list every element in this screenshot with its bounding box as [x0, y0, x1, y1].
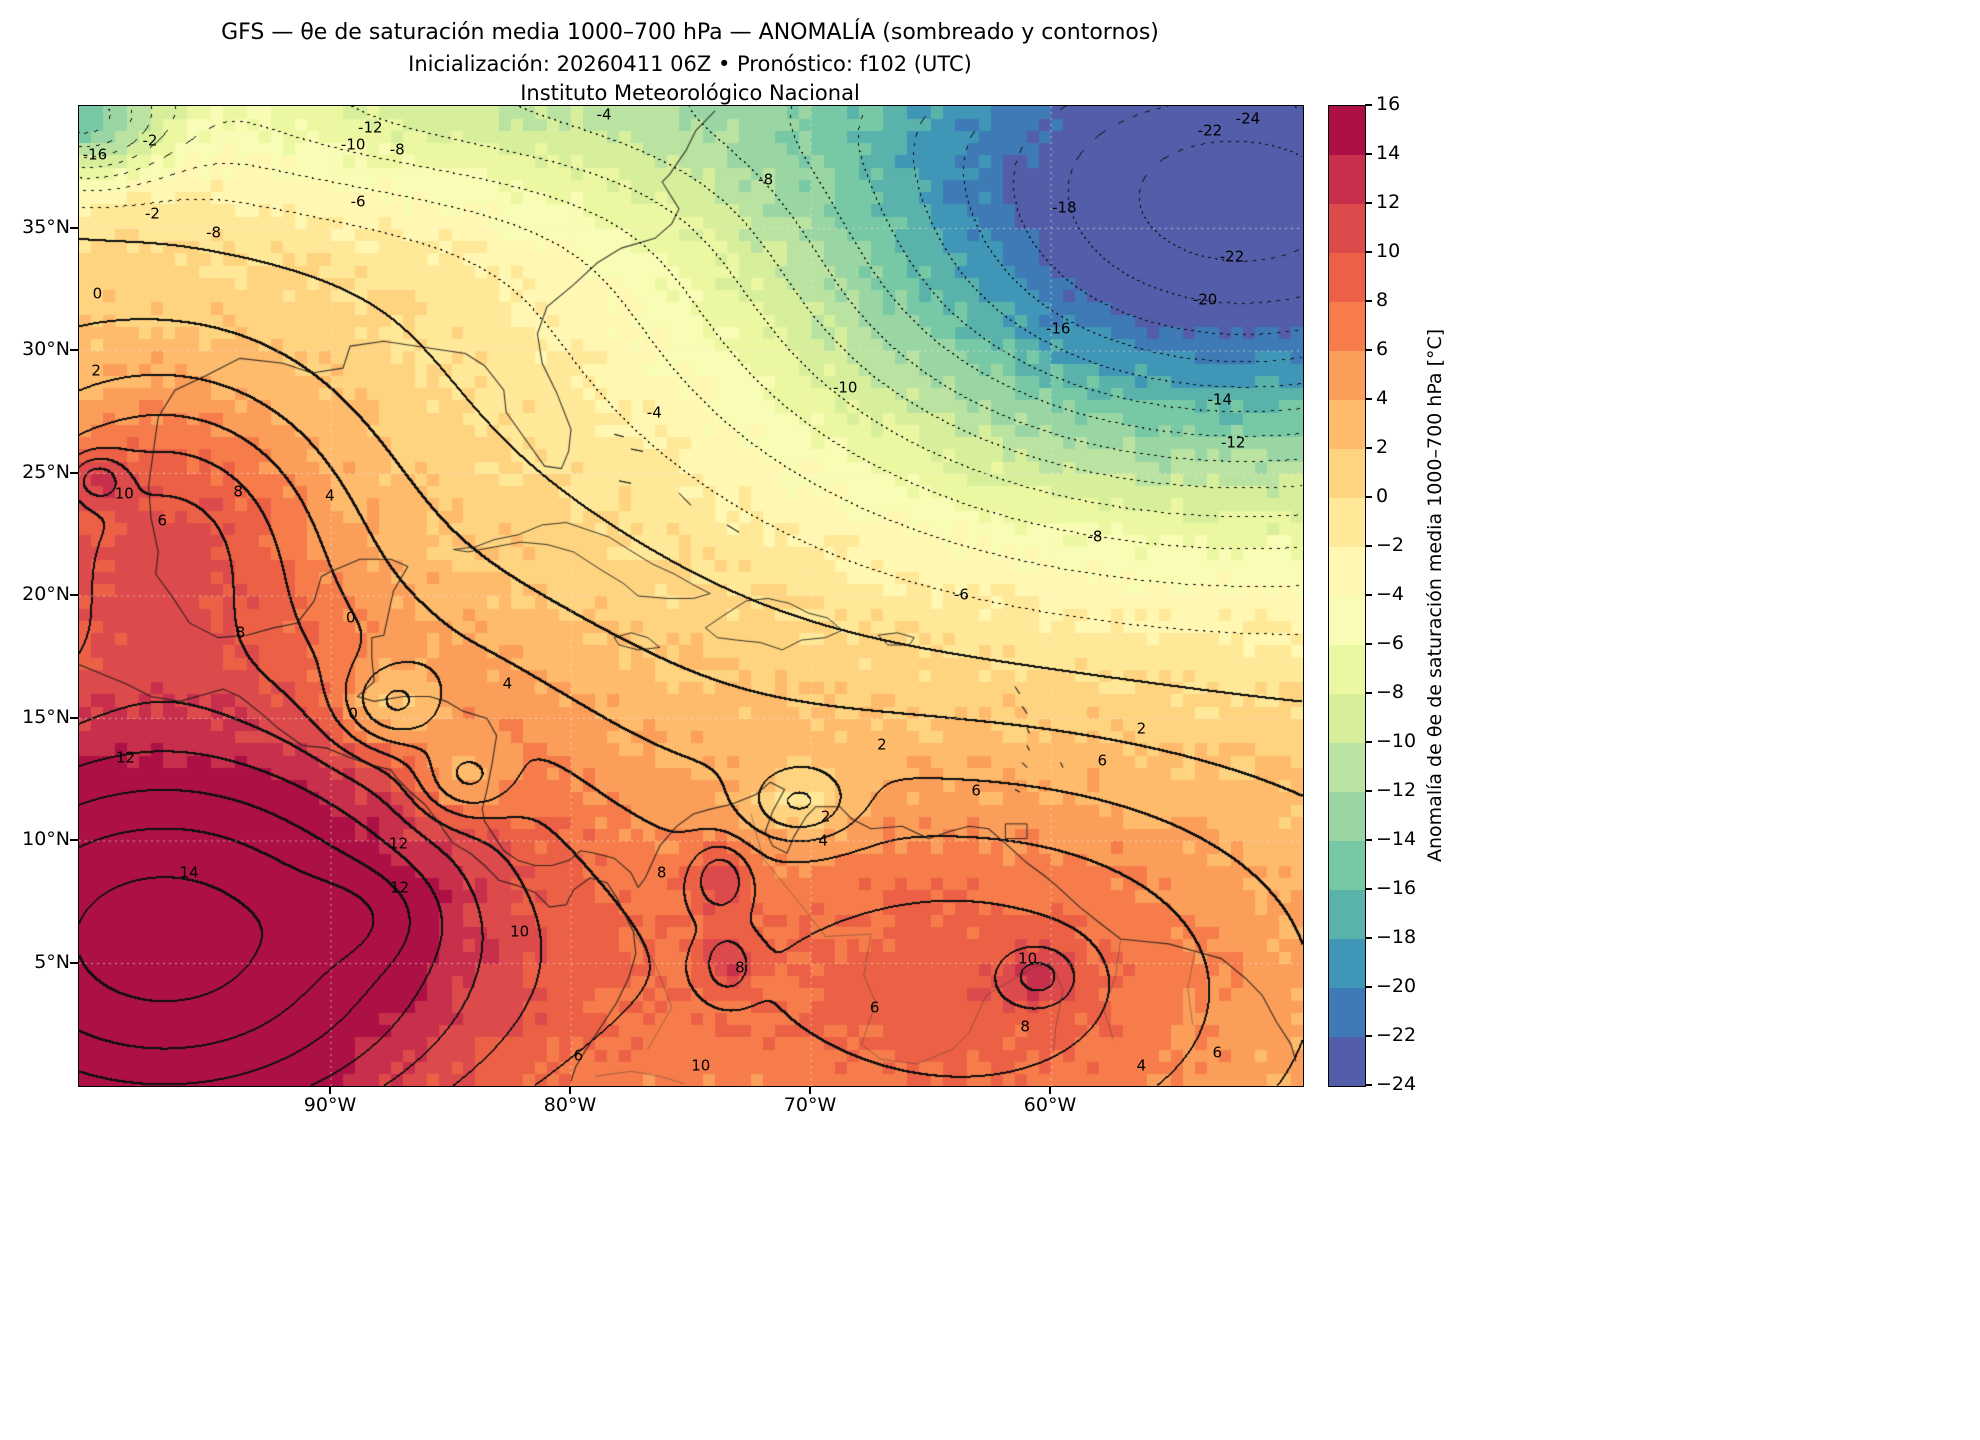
colorbar-tick-mark	[1365, 594, 1372, 596]
colorbar-tick-label: −22	[1376, 1024, 1417, 1046]
colorbar-tick-mark	[1365, 741, 1372, 743]
x-tick-mark	[329, 1086, 331, 1094]
colorbar-segment	[1329, 400, 1365, 449]
colorbar-tick-mark	[1365, 986, 1372, 988]
colorbar-tick-mark	[1365, 300, 1372, 302]
y-tick-mark	[70, 839, 78, 841]
colorbar-tick-label: 12	[1376, 191, 1401, 213]
x-tick-mark	[809, 1086, 811, 1094]
chart-institution: Instituto Meteorológico Nacional	[520, 81, 860, 105]
colorbar-tick-mark	[1365, 398, 1372, 400]
colorbar-tick-label: −6	[1376, 632, 1405, 654]
y-tick-label: 25°N	[22, 460, 70, 483]
colorbar-tick-mark	[1365, 545, 1372, 547]
colorbar-segment	[1329, 106, 1365, 155]
colorbar-tick-mark	[1365, 104, 1372, 106]
colorbar-tick-mark	[1365, 790, 1372, 792]
colorbar-tick-label: 0	[1376, 485, 1389, 507]
y-tick-label: 15°N	[22, 705, 70, 728]
colorbar-segment	[1329, 743, 1365, 792]
colorbar-tick-label: −10	[1376, 730, 1417, 752]
colorbar-segment	[1329, 155, 1365, 204]
colorbar-tick-mark	[1365, 153, 1372, 155]
colorbar-segment	[1329, 351, 1365, 400]
colorbar-tick-label: −12	[1376, 779, 1417, 801]
colorbar-segment	[1329, 596, 1365, 645]
colorbar-tick-mark	[1365, 888, 1372, 890]
x-tick-label: 60°W	[1023, 1094, 1077, 1116]
colorbar-tick-mark	[1365, 1035, 1372, 1037]
colorbar-segment	[1329, 645, 1365, 694]
colorbar-tick-label: 16	[1376, 93, 1401, 115]
colorbar-tick-label: −24	[1376, 1073, 1417, 1095]
y-tick-label: 35°N	[22, 215, 70, 238]
chart-subtitle: Inicialización: 20260411 06Z • Pronóstic…	[408, 52, 972, 76]
colorbar-segment	[1329, 841, 1365, 890]
colorbar-tick-label: −18	[1376, 926, 1417, 948]
x-tick-mark	[1049, 1086, 1051, 1094]
y-tick-mark	[70, 471, 78, 474]
chart-title: GFS — θe de saturación media 1000–700 hP…	[221, 20, 1159, 45]
colorbar-tick-mark	[1365, 349, 1372, 351]
colorbar-tick-mark	[1365, 251, 1372, 253]
y-tick-mark	[70, 716, 78, 719]
x-tick-label: 90°W	[303, 1094, 357, 1116]
colorbar-tick-mark	[1365, 447, 1372, 449]
colorbar-tick-mark	[1365, 643, 1372, 645]
colorbar-segment	[1329, 988, 1365, 1037]
colorbar-segment	[1329, 694, 1365, 743]
colorbar-tick-label: −20	[1376, 975, 1417, 997]
colorbar-tick-label: 10	[1376, 240, 1401, 262]
x-tick-label: 70°W	[783, 1094, 837, 1116]
colorbar-segment	[1329, 547, 1365, 596]
colorbar-tick-label: 6	[1376, 338, 1389, 360]
colorbar-tick-label: 14	[1376, 142, 1401, 164]
y-tick-label: 20°N	[22, 583, 70, 605]
colorbar-segment	[1329, 1037, 1365, 1086]
colorbar-segment	[1329, 302, 1365, 351]
colorbar-tick-label: −8	[1376, 681, 1405, 703]
colorbar-tick-mark	[1365, 1084, 1372, 1086]
contour-map-canvas	[79, 106, 1303, 1086]
y-tick-mark	[70, 594, 78, 596]
y-tick-label: 30°N	[22, 338, 70, 360]
y-tick-mark	[70, 961, 78, 964]
colorbar-tick-label: 4	[1376, 387, 1389, 409]
colorbar-segment	[1329, 939, 1365, 988]
colorbar-tick-mark	[1365, 692, 1372, 694]
colorbar-segment	[1329, 498, 1365, 547]
colorbar-tick-label: −16	[1376, 877, 1417, 899]
colorbar-segment	[1329, 253, 1365, 302]
colorbar-tick-mark	[1365, 937, 1372, 939]
colorbar-label: Anomalía de θe de saturación media 1000–…	[1424, 328, 1446, 862]
colorbar-segment	[1329, 792, 1365, 841]
colorbar-tick-mark	[1365, 496, 1372, 498]
colorbar-tick-label: −4	[1376, 583, 1405, 605]
colorbar-segment	[1329, 890, 1365, 939]
colorbar-tick-label: −14	[1376, 828, 1417, 850]
y-tick-label: 5°N	[34, 950, 70, 973]
colorbar-tick-label: 2	[1376, 436, 1389, 458]
y-tick-label: 10°N	[22, 828, 70, 850]
map-plot-area: -24 -22 -22 -20 -18 -16 -14 -12 -10 -8 -8 -6 -4 -4 -12…	[78, 105, 1304, 1087]
colorbar-tick-label: −2	[1376, 534, 1405, 556]
y-tick-mark	[70, 349, 78, 351]
x-tick-mark	[569, 1086, 571, 1094]
colorbar-tick-label: 8	[1376, 289, 1389, 311]
x-tick-label: 80°W	[543, 1094, 597, 1116]
colorbar-segment	[1329, 204, 1365, 253]
colorbar-segment	[1329, 449, 1365, 498]
colorbar-tick-mark	[1365, 839, 1372, 841]
y-tick-mark	[70, 226, 78, 229]
colorbar	[1328, 105, 1366, 1087]
colorbar-tick-mark	[1365, 202, 1372, 204]
